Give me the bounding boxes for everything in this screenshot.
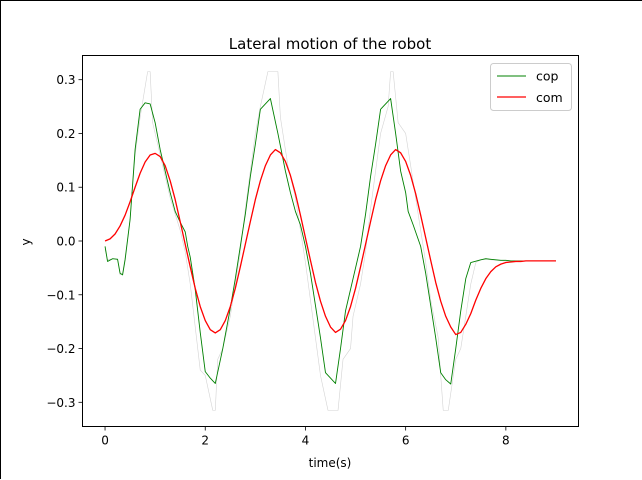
x-tick-label: 8	[502, 434, 510, 448]
x-tick-label: 4	[302, 434, 310, 448]
x-tick-label: 2	[201, 434, 209, 448]
plot-lines	[104, 71, 556, 411]
x-tick-label: 6	[402, 434, 410, 448]
series-line-cop	[104, 98, 556, 385]
legend: cop com	[490, 63, 572, 111]
y-tick-label: −0.2	[46, 342, 75, 356]
y-tick-label: 0.1	[56, 181, 75, 195]
y-tick-label: 0.3	[56, 73, 75, 87]
series-line-com	[104, 148, 556, 336]
chart-title: Lateral motion of the robot	[229, 35, 432, 53]
y-axis-label: y	[19, 238, 33, 245]
x-axis-label: time(s)	[309, 456, 352, 470]
y-axis-ticks: −0.3 −0.2 −0.1 0.0 0.1 0.2 0.3	[46, 73, 83, 410]
x-tick-label: 0	[101, 434, 109, 448]
y-tick-label: −0.1	[46, 288, 75, 302]
y-tick-label: 0.0	[56, 235, 75, 249]
legend-label-cop: cop	[536, 69, 559, 84]
legend-label-com: com	[536, 90, 563, 105]
x-axis-ticks: 0 2 4 6 8	[101, 426, 510, 448]
y-tick-label: 0.2	[56, 127, 75, 141]
axes-frame	[82, 55, 579, 427]
legend-box	[490, 63, 572, 111]
y-tick-label: −0.3	[46, 396, 75, 410]
series-line-reference	[104, 71, 556, 411]
